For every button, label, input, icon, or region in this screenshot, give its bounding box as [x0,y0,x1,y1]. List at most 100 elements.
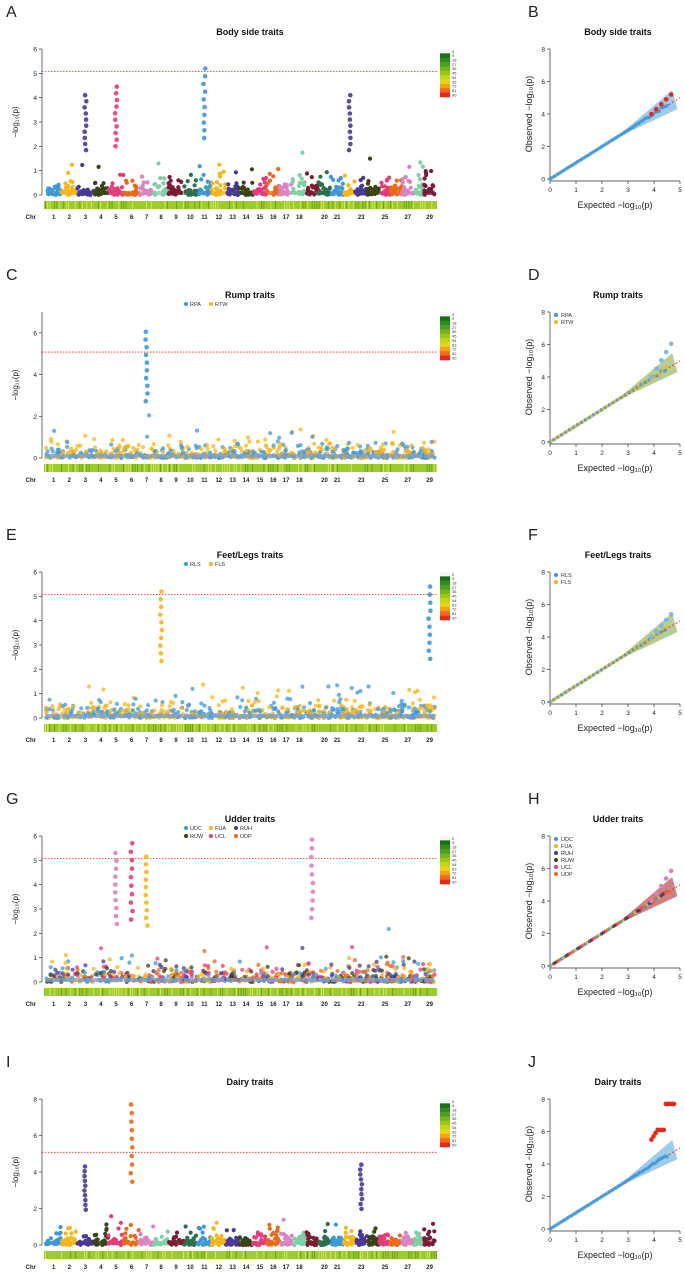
manhattan-point [411,449,417,455]
density-tick [281,724,283,732]
chr-tick-label: 11 [201,1265,208,1271]
manhattan-point [169,966,174,971]
peak-point [358,1177,364,1182]
manhattan-point [415,688,420,693]
qq-y-tick-label: 8 [541,310,545,317]
manhattan-point [343,974,348,979]
qq-x-tick-label: 2 [600,710,604,717]
chr-tick-label: 29 [426,738,433,744]
density-tick [272,464,274,472]
density-tick [265,464,267,472]
color-key-label: 18 [452,844,457,849]
manhattan-title: Rump traits [225,290,275,300]
manhattan-point [130,708,135,713]
chromosome-baseline [252,1241,267,1245]
chromosome-baseline [279,191,293,195]
density-stripe [44,464,437,472]
manhattan-point [173,693,178,699]
density-tick [419,1251,421,1259]
legend-label: RUH [240,826,252,832]
peak-point [348,135,353,141]
chr-tick-label: 10 [187,738,194,744]
chr-tick-label: 1 [52,1002,56,1008]
legend-label: UDP [240,834,252,840]
chr-tick-label: 11 [201,1002,208,1008]
qq-legend-label: RPA [561,313,572,319]
chromosome-baseline [379,978,390,982]
manhattan-point [409,443,414,448]
manhattan-point [136,1228,141,1233]
manhattan-point [432,1229,437,1234]
manhattan-point [410,701,415,706]
manhattan-point [358,178,363,183]
manhattan-point [314,183,319,188]
density-tick [102,988,104,996]
chr-tick-label: 4 [99,738,103,744]
manhattan-title: Udder traits [225,814,276,824]
manhattan-point [298,443,303,448]
manhattan-point [343,1234,348,1240]
chr-tick-label: 16 [270,1002,277,1008]
density-tick [86,201,88,209]
chr-tick-label: 27 [404,1265,411,1271]
density-tick [235,201,237,209]
color-key-segment [440,836,450,841]
density-tick [367,724,368,732]
panel-letter: G [6,791,18,808]
manhattan-point [251,708,256,713]
density-tick [132,724,134,732]
manhattan-point [119,956,124,961]
manhattan-point [332,698,337,703]
manhattan-point [95,709,100,714]
manhattan-point [135,447,140,452]
density-tick [116,988,118,996]
manhattan-point [52,428,57,433]
manhattan-point [290,177,295,182]
manhattan-point [407,687,412,693]
density-tick [70,988,72,996]
manhattan-point [133,184,138,189]
manhattan-point [133,1235,138,1240]
manhattan-point [178,439,183,444]
density-tick [47,464,49,472]
manhattan-point [220,699,225,704]
manhattan-point [200,1230,205,1235]
density-tick [247,464,249,472]
manhattan-point [254,972,259,977]
color-key-label: 18 [452,57,457,62]
chromosome-baseline [367,1241,379,1245]
manhattan-point [48,1236,54,1241]
manhattan-point [350,445,355,450]
qq-x-tick-label: 5 [678,187,682,194]
peak-point [201,97,206,102]
manhattan-point [343,1230,348,1235]
density-tick [183,988,184,996]
density-tick [258,724,260,732]
density-tick [392,1251,394,1259]
density-tick [291,988,292,996]
manhattan-point [224,971,229,976]
manhattan-point [250,180,255,185]
peak-point [113,898,118,903]
manhattan-point [317,450,322,455]
chromosome-baseline [197,714,211,718]
qq-top-hit-point [654,629,659,634]
density-tick [323,988,325,996]
legend-swatch [209,826,213,830]
peak-point [427,592,433,597]
manhattan-point [340,186,345,191]
density-tick [240,988,242,996]
manhattan-point [316,704,321,709]
density-tick [81,724,83,732]
y-tick-label: 8 [33,1097,37,1104]
density-tick [125,1251,127,1259]
density-tick [357,1251,359,1259]
trait-legend: RLS FLS [184,562,225,568]
peak-point [128,900,134,905]
qq-y-tick-label: 2 [541,667,545,674]
density-tick [350,988,352,996]
manhattan-point [193,443,198,448]
qq-y-tick-label: 0 [541,1227,545,1234]
manhattan-point [252,700,257,705]
